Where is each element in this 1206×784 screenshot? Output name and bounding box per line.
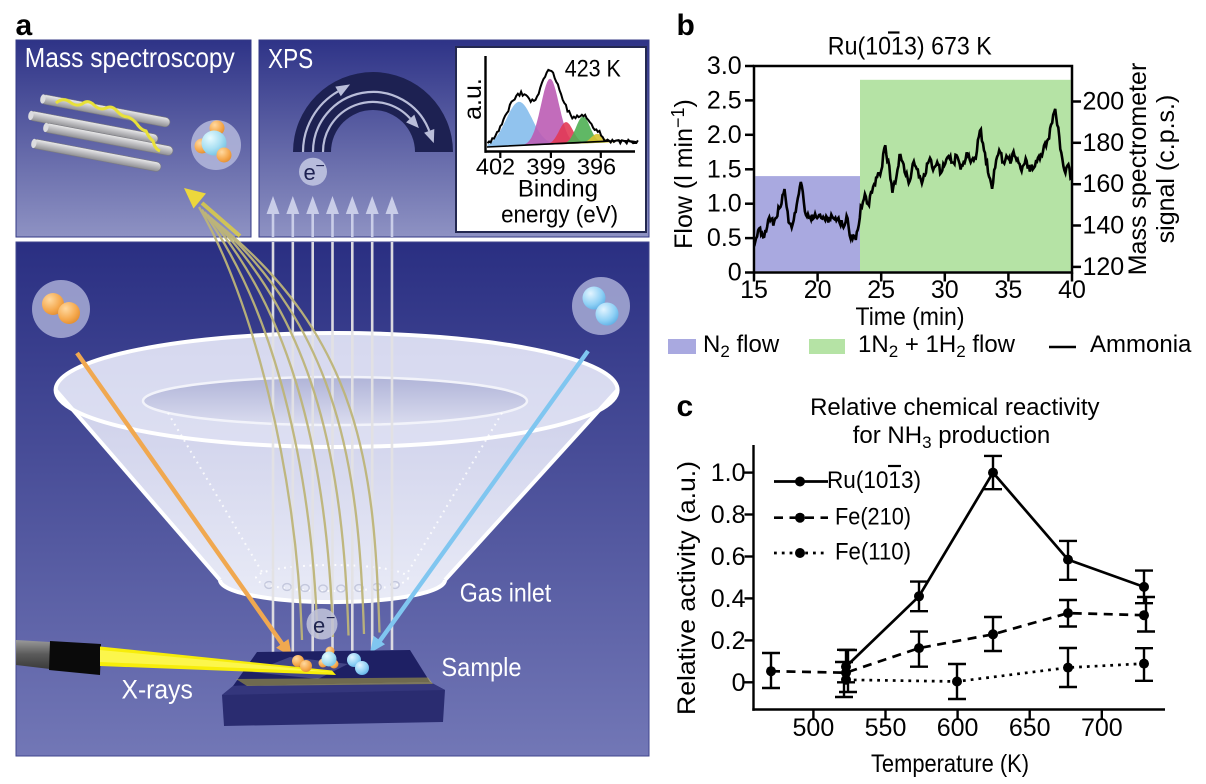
svg-text:Binding: Binding	[518, 176, 598, 203]
svg-text:Mass spectroscopy: Mass spectroscopy	[25, 42, 235, 73]
svg-text:20: 20	[804, 276, 832, 304]
svg-text:35: 35	[994, 276, 1022, 304]
svg-text:Sample: Sample	[441, 652, 521, 682]
svg-text:3.0: 3.0	[707, 52, 742, 80]
svg-text:0.5: 0.5	[707, 224, 742, 252]
svg-text:160: 160	[1083, 170, 1125, 198]
svg-text:500: 500	[793, 714, 835, 742]
svg-text:423 K: 423 K	[565, 56, 621, 83]
svg-text:Flow (l min−1): Flow (l min−1)	[668, 99, 698, 249]
svg-text:−: −	[326, 610, 335, 627]
svg-text:0.2: 0.2	[711, 627, 746, 655]
svg-text:0: 0	[732, 669, 746, 697]
svg-text:0.4: 0.4	[711, 585, 746, 613]
svg-text:2.5: 2.5	[707, 86, 742, 114]
svg-text:Ru(1013): Ru(1013)	[827, 467, 921, 494]
svg-text:e: e	[313, 613, 325, 638]
svg-text:Gas inlet: Gas inlet	[460, 577, 552, 607]
svg-text:396: 396	[577, 154, 616, 180]
svg-text:b: b	[677, 9, 695, 42]
svg-text:0: 0	[728, 259, 742, 287]
svg-text:2.0: 2.0	[707, 121, 742, 149]
svg-text:402: 402	[476, 154, 515, 180]
svg-text:c: c	[677, 390, 694, 423]
svg-text:120: 120	[1083, 253, 1125, 281]
svg-text:a.u.: a.u.	[459, 78, 487, 120]
svg-text:Time (min): Time (min)	[856, 303, 965, 331]
svg-text:XPS: XPS	[268, 43, 313, 74]
svg-text:e: e	[304, 160, 316, 185]
svg-text:0.8: 0.8	[711, 501, 746, 529]
svg-text:650: 650	[1009, 714, 1051, 742]
svg-text:40: 40	[1058, 276, 1086, 304]
svg-text:140: 140	[1083, 212, 1125, 240]
svg-text:180: 180	[1083, 129, 1125, 157]
svg-text:30: 30	[931, 276, 959, 304]
svg-text:700: 700	[1081, 714, 1123, 742]
svg-text:15: 15	[740, 276, 768, 304]
svg-text:1.5: 1.5	[707, 155, 742, 183]
svg-text:200: 200	[1083, 88, 1125, 116]
svg-text:signal (c.p.s.): signal (c.p.s.)	[1152, 95, 1180, 244]
svg-text:for NH3 production: for NH3 production	[853, 422, 1051, 452]
svg-text:X-rays: X-rays	[122, 674, 193, 704]
svg-text:energy (eV): energy (eV)	[501, 202, 618, 229]
svg-text:Ammonia: Ammonia	[1090, 331, 1192, 358]
svg-text:Fe(110): Fe(110)	[835, 539, 911, 566]
svg-text:Relative activity (a.u.): Relative activity (a.u.)	[673, 461, 701, 715]
svg-text:Mass spectrometer: Mass spectrometer	[1124, 63, 1152, 276]
svg-text:1.0: 1.0	[711, 459, 746, 487]
svg-text:0.6: 0.6	[711, 543, 746, 571]
svg-text:25: 25	[867, 276, 895, 304]
svg-text:550: 550	[865, 714, 907, 742]
svg-text:1.0: 1.0	[707, 190, 742, 218]
svg-text:Temperature (K): Temperature (K)	[871, 750, 1029, 778]
svg-text:399: 399	[526, 154, 565, 180]
svg-text:−: −	[316, 158, 325, 175]
svg-text:N2 flow: N2 flow	[703, 331, 780, 361]
svg-text:600: 600	[937, 714, 979, 742]
svg-text:Ru(1013) 673 K: Ru(1013) 673 K	[828, 33, 992, 61]
svg-text:1N2 + 1H2 flow: 1N2 + 1H2 flow	[858, 331, 1016, 361]
svg-text:Relative chemical reactivity: Relative chemical reactivity	[810, 394, 1099, 421]
svg-text:a: a	[16, 9, 33, 42]
svg-text:Fe(210): Fe(210)	[835, 503, 911, 530]
